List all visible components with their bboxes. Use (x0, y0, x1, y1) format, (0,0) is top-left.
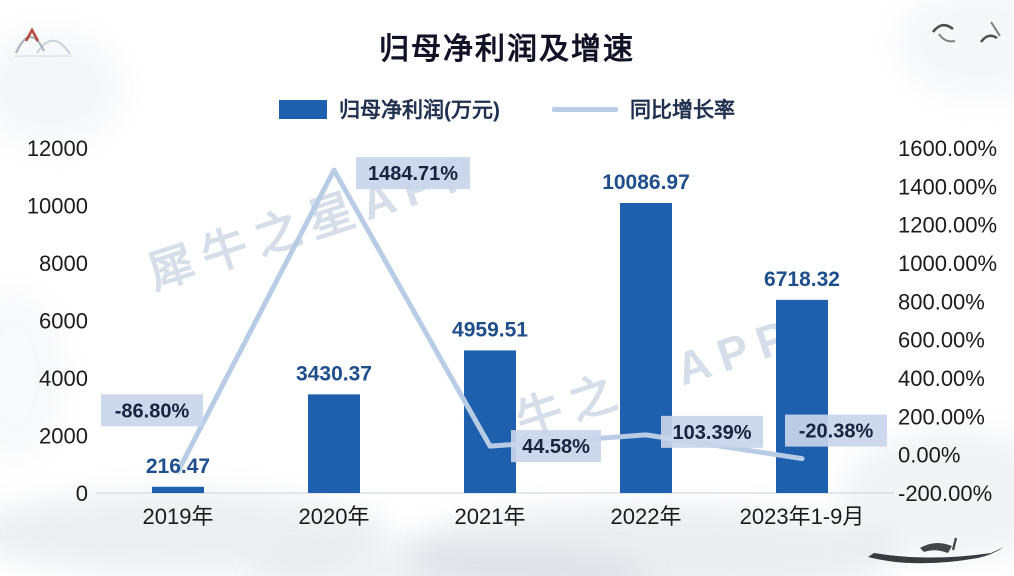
left-axis-tick-label: 8000 (39, 251, 88, 276)
right-axis-tick-label: 1600.00% (898, 136, 997, 161)
bar (464, 350, 516, 493)
left-axis-tick-label: 6000 (39, 309, 88, 334)
bar-value-label: 216.47 (146, 455, 210, 478)
line-label-background (511, 430, 601, 463)
legend: 归母净利润(万元) 同比增长率 (0, 94, 1014, 124)
x-axis-label: 2023年1-9月 (740, 504, 865, 529)
x-axis-label: 2022年 (611, 504, 682, 529)
right-axis-tick-label: 800.00% (898, 289, 985, 314)
line-value-label: -20.38% (799, 421, 874, 443)
bar-value-label: 6718.32 (764, 268, 840, 291)
x-axis-label: 2021年 (455, 504, 526, 529)
bar-value-label: 10086.97 (602, 171, 690, 194)
right-axis-tick-label: 200.00% (898, 404, 985, 429)
bar (152, 486, 204, 493)
left-axis-tick-label: 12000 (27, 136, 88, 161)
right-axis-tick-label: 1000.00% (898, 251, 997, 276)
line-series-swatch-icon (552, 106, 618, 112)
line-value-label: 103.39% (673, 422, 752, 444)
bar-value-label: 3430.37 (296, 362, 372, 385)
bar-value-label: 4959.51 (452, 318, 528, 341)
legend-item-net-profit: 归母净利润(万元) (279, 94, 500, 124)
chart-title: 归母净利润及增速 (379, 33, 635, 66)
right-axis-tick-label: 1400.00% (898, 174, 997, 199)
right-axis-tick-label: 400.00% (898, 366, 985, 391)
bar (776, 299, 828, 493)
line-value-label: 44.58% (522, 436, 590, 458)
bar (620, 202, 672, 493)
right-axis-tick-label: -200.00% (898, 481, 992, 506)
legend-label-growth-rate: 同比增长率 (630, 99, 735, 122)
bar-series-swatch-icon (279, 99, 327, 119)
legend-label-net-profit: 归母净利润(万元) (339, 99, 500, 122)
line-label-background (356, 157, 470, 190)
line-label-background (101, 394, 203, 427)
x-axis-label: 2020年 (299, 504, 370, 529)
right-axis-tick-label: 0.00% (898, 443, 960, 468)
left-axis-tick-label: 10000 (27, 194, 88, 219)
line-label-background (785, 414, 887, 447)
legend-item-growth-rate: 同比增长率 (552, 94, 735, 124)
line-value-label: -86.80% (115, 400, 190, 422)
left-axis-tick-label: 2000 (39, 424, 88, 449)
x-axis-label: 2019年 (143, 504, 214, 529)
bar (308, 394, 360, 493)
right-axis-tick-label: 1200.00% (898, 213, 997, 238)
line-value-label: 1484.71% (368, 163, 458, 185)
right-axis-tick-label: 600.00% (898, 328, 985, 353)
line-label-background (661, 415, 763, 448)
left-axis-tick-label: 0 (76, 481, 88, 506)
left-axis-tick-label: 4000 (39, 366, 88, 391)
